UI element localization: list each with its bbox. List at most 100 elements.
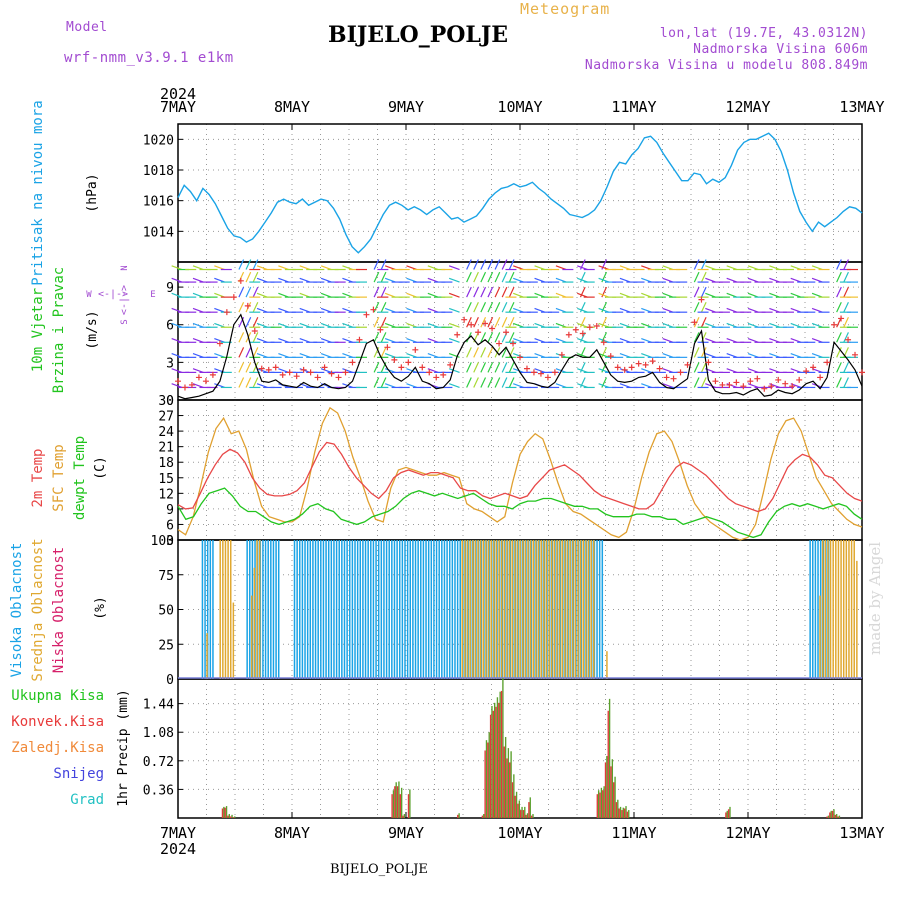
wind-arrow [508, 271, 515, 283]
wind-arrow [171, 265, 183, 271]
gust-marker [593, 322, 600, 329]
wind-arrow [384, 383, 396, 389]
cloud-high-bar [420, 540, 422, 679]
cloud-high-bar [443, 540, 446, 679]
wind-arrow [299, 265, 311, 271]
precip-conv-bar [232, 817, 235, 818]
gust-marker [468, 321, 475, 328]
cloud-mid-bar [561, 540, 563, 679]
wind-arrow [534, 337, 546, 343]
precip-total-bar [827, 815, 830, 818]
wind-arrow [252, 317, 259, 328]
precip-conv-bar [492, 710, 495, 818]
cloud-mid-bar [251, 595, 253, 679]
precip-total-bar [234, 816, 236, 818]
gust-marker [293, 373, 300, 380]
wind-arrow [480, 347, 487, 358]
wind-arrow [726, 368, 738, 373]
wind-arrow [494, 301, 501, 313]
gust-marker [209, 371, 216, 378]
wind-arrow [811, 322, 823, 328]
wind-arrow [278, 322, 289, 328]
wind-arrow [534, 322, 546, 328]
cloud-high-bar [204, 540, 206, 679]
wind-arrow [256, 307, 268, 313]
wind-arrow [811, 292, 823, 298]
cloud-high-bar [335, 540, 338, 679]
pressure-unit: (hPa) [85, 173, 100, 212]
wind-arrow [171, 277, 183, 283]
wind-arrow [836, 377, 842, 388]
wind-arrow [579, 362, 586, 373]
precip-conv-bar [621, 810, 623, 818]
precip-conv-bar [511, 782, 514, 818]
wind-arrow [836, 286, 842, 298]
cloud-mid-bar [469, 540, 471, 679]
wind-arrow [747, 383, 759, 389]
wind-arrow [252, 271, 259, 283]
wind-arrow [555, 307, 567, 313]
gust-marker [579, 330, 586, 337]
cloud-mid-bar [548, 540, 550, 679]
gust-marker [349, 359, 356, 366]
gust-marker [726, 381, 733, 388]
dewpoint-line [177, 487, 863, 539]
wind-arrow [601, 317, 608, 328]
precip-total-bar [521, 806, 523, 818]
wind-arrow [448, 307, 460, 313]
wind-arrow [641, 307, 652, 313]
precip-conv-bar [221, 808, 224, 818]
precip-total-bar [504, 736, 507, 818]
cloud-mid-bar [222, 540, 224, 679]
wind-arrow [501, 347, 508, 358]
gust-marker [530, 369, 537, 376]
precip-total-bar [526, 813, 529, 818]
wind-arrow [278, 337, 289, 343]
cloud-high-bar [456, 540, 459, 679]
wind-arrow [380, 259, 387, 270]
wind-arrow [192, 265, 204, 271]
wind-arrow [214, 337, 225, 343]
wind-arrow [480, 317, 487, 328]
wind-arrow [598, 265, 610, 271]
cloud-high-bar [391, 540, 393, 679]
wind-arrow [384, 337, 396, 343]
wind-arrow [252, 259, 259, 270]
cloud-mid-bar [845, 540, 848, 679]
cloud-high-bar [304, 540, 306, 679]
cloud-mid-bar [464, 540, 466, 679]
wind-arrow [299, 322, 311, 328]
cloud-mid-bar [232, 602, 235, 679]
cloud-mid-bar [487, 540, 490, 679]
wind-arrow [579, 377, 586, 388]
cloud-high-bar [359, 540, 362, 679]
precip-total-bar [529, 797, 531, 818]
compass-s-label: S [120, 319, 130, 324]
wind-arrow [427, 353, 439, 358]
wind-arrow [466, 362, 472, 373]
cloud-mid-bar [485, 540, 487, 679]
gust-marker [537, 370, 544, 377]
wind-arrow [501, 317, 508, 328]
wind-arrow [811, 277, 823, 283]
wind-arrow [384, 292, 396, 298]
precip-total-bar [488, 732, 490, 818]
page-title: BIJELO_POLJE [328, 22, 509, 48]
precip-total-bar [600, 787, 603, 818]
y-tick-label: 9 [166, 503, 174, 518]
y-tick-label: 75 [158, 569, 174, 584]
y-tick-label: 1014 [143, 225, 174, 240]
wind-arrow [662, 277, 674, 283]
cloud-high-bar [327, 540, 330, 679]
gust-marker [517, 354, 523, 361]
cloud-mid-bar [532, 540, 535, 679]
cloud-high-bar [299, 540, 301, 679]
cloud-high-bar [309, 540, 312, 679]
wind-arrow [480, 362, 487, 373]
gust-marker [670, 375, 677, 382]
precip-conv-bar [457, 814, 459, 818]
gust-marker [586, 324, 593, 331]
precip-total-bar [619, 806, 622, 818]
wind-arrow [790, 265, 802, 271]
gust-marker [286, 369, 293, 376]
